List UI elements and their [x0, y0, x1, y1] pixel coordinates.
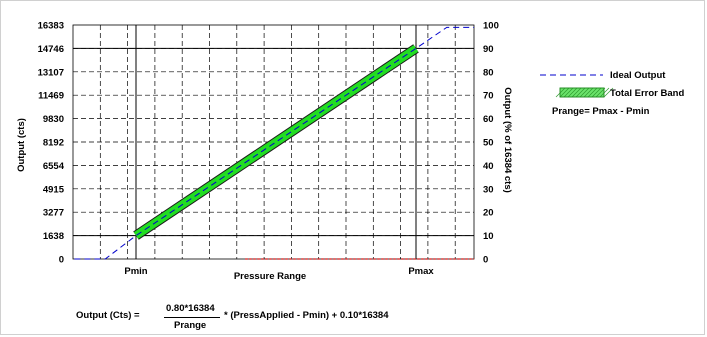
y2-tick-label: 100: [483, 21, 499, 32]
pressure-output-chart: 0 0 1638 10 3277 20 4915 30 6554 40 8192 50 9830 60 11…: [16, 21, 684, 283]
hatch-stroke: [563, 87, 574, 98]
x-axis-title: Pressure Range: [234, 271, 306, 282]
hatch-stroke: [559, 87, 570, 98]
hatch-stroke: [587, 87, 598, 98]
hatch-stroke: [595, 87, 606, 98]
y2-tick-label: 50: [483, 137, 494, 148]
y-tick-label: 14746: [38, 44, 64, 55]
hatch-stroke: [599, 87, 610, 98]
legend-prange-note: Prange= Pmax - Pmin: [552, 106, 650, 117]
y2-tick-label: 30: [483, 184, 494, 195]
y-tick-label: 1638: [43, 231, 64, 242]
plot-marks: [74, 26, 474, 260]
y-tick-label: 6554: [43, 161, 65, 172]
legend-band-hatch: [555, 87, 614, 98]
y-tick-label: 13107: [38, 67, 64, 78]
x-tick-pmax: Pmax: [408, 266, 434, 277]
x-tick-pmin: Pmin: [124, 266, 147, 277]
axis-labels: 0 0 1638 10 3277 20 4915 30 6554 40 8192 50 9830 60 11…: [38, 21, 499, 266]
y-tick-label: 9830: [43, 114, 64, 125]
formula-left: Output (Cts) =: [76, 310, 140, 321]
hatch-stroke: [603, 87, 614, 98]
hatch-border: [559, 87, 605, 98]
y2-tick-label: 0: [483, 255, 488, 266]
y-tick-label: 3277: [43, 208, 64, 219]
y2-tick-label: 20: [483, 208, 494, 219]
hatch-stroke: [571, 87, 582, 98]
formula-fraction-bar: [164, 317, 220, 318]
formula-denominator: Prange: [174, 320, 207, 331]
legend: Ideal Output Total Error Band Prange= Pm…: [540, 70, 684, 117]
y-tick-label: 11469: [38, 91, 64, 102]
formula-numerator: 0.80*16384: [166, 303, 215, 314]
y2-tick-label: 10: [483, 231, 494, 242]
y2-tick-label: 60: [483, 114, 494, 125]
y2-tick-label: 80: [483, 67, 494, 78]
y-tick-label: 0: [59, 255, 64, 266]
hatch-stroke: [575, 87, 586, 98]
y-tick-label: 16383: [38, 21, 64, 32]
hatch-stroke: [579, 87, 590, 98]
hatch-stroke: [591, 87, 602, 98]
y-tick-label: 8192: [43, 137, 64, 148]
y-axis-title: Output (cts): [16, 118, 27, 172]
y-tick-label: 4915: [43, 184, 65, 195]
y2-tick-label: 90: [483, 44, 494, 55]
hatch-stroke: [567, 87, 578, 98]
formula-right: * (PressApplied - Pmin) + 0.10*16384: [224, 310, 389, 321]
output-formula: Output (Cts) = 0.80*16384 Prange * (Pres…: [70, 300, 490, 334]
hatch-stroke: [583, 87, 594, 98]
ideal-output-line: [74, 26, 474, 260]
y2-tick-label: 40: [483, 161, 494, 172]
y2-tick-label: 70: [483, 91, 494, 102]
y2-axis-title: Output (% of 16384 cts): [502, 87, 513, 193]
legend-ideal-label: Ideal Output: [610, 70, 666, 81]
legend-band-label: Total Error Band: [610, 88, 684, 99]
hatch-stroke: [555, 87, 566, 98]
